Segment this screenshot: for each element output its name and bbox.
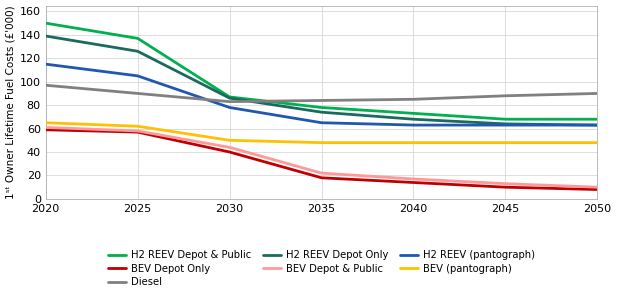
BEV Depot & Public	[502, 182, 509, 185]
H2 REEV Depot & Public	[502, 118, 509, 121]
Diesel	[134, 91, 141, 95]
Line: BEV Depot & Public: BEV Depot & Public	[46, 127, 597, 187]
H2 REEV Depot & Public	[318, 106, 325, 109]
BEV Depot & Public	[134, 129, 141, 133]
BEV (pantograph)	[42, 121, 49, 125]
H2 REEV (pantograph)	[594, 123, 601, 127]
Line: Diesel: Diesel	[46, 85, 597, 102]
H2 REEV Depot & Public	[594, 118, 601, 121]
Diesel	[410, 98, 417, 101]
Diesel	[594, 91, 601, 95]
Legend: H2 REEV Depot & Public, BEV Depot Only, Diesel, H2 REEV Depot Only, BEV Depot & : H2 REEV Depot & Public, BEV Depot Only, …	[104, 246, 539, 291]
BEV Depot & Public	[226, 146, 233, 149]
H2 REEV Depot Only	[502, 122, 509, 126]
H2 REEV Depot Only	[318, 110, 325, 114]
H2 REEV Depot Only	[226, 96, 233, 100]
H2 REEV Depot & Public	[134, 36, 141, 40]
BEV Depot Only	[594, 188, 601, 191]
H2 REEV Depot Only	[134, 50, 141, 53]
H2 REEV Depot Only	[594, 123, 601, 127]
Line: H2 REEV Depot Only: H2 REEV Depot Only	[46, 36, 597, 125]
BEV (pantograph)	[502, 141, 509, 144]
H2 REEV Depot Only	[410, 118, 417, 121]
H2 REEV Depot & Public	[42, 21, 49, 25]
H2 REEV Depot & Public	[226, 95, 233, 99]
BEV Depot Only	[502, 185, 509, 189]
H2 REEV Depot & Public	[410, 111, 417, 115]
H2 REEV (pantograph)	[410, 123, 417, 127]
Y-axis label: 1ˢᵗ Owner Lifetime Fuel Costs (£'000): 1ˢᵗ Owner Lifetime Fuel Costs (£'000)	[6, 6, 15, 199]
BEV (pantograph)	[594, 141, 601, 144]
Line: BEV Depot Only: BEV Depot Only	[46, 130, 597, 189]
H2 REEV (pantograph)	[42, 62, 49, 66]
Diesel	[42, 84, 49, 87]
BEV Depot & Public	[42, 125, 49, 129]
BEV (pantograph)	[226, 139, 233, 142]
BEV Depot Only	[42, 128, 49, 132]
Line: BEV (pantograph): BEV (pantograph)	[46, 123, 597, 143]
H2 REEV (pantograph)	[502, 123, 509, 127]
BEV (pantograph)	[134, 125, 141, 128]
H2 REEV (pantograph)	[318, 121, 325, 125]
H2 REEV Depot Only	[42, 34, 49, 38]
Diesel	[318, 99, 325, 102]
BEV (pantograph)	[410, 141, 417, 144]
BEV (pantograph)	[318, 141, 325, 144]
H2 REEV (pantograph)	[226, 106, 233, 109]
BEV Depot & Public	[594, 185, 601, 189]
BEV Depot Only	[134, 130, 141, 134]
BEV Depot & Public	[410, 177, 417, 181]
Line: H2 REEV Depot & Public: H2 REEV Depot & Public	[46, 23, 597, 119]
BEV Depot Only	[410, 181, 417, 184]
Line: H2 REEV (pantograph): H2 REEV (pantograph)	[46, 64, 597, 125]
BEV Depot Only	[318, 176, 325, 180]
H2 REEV (pantograph)	[134, 74, 141, 78]
BEV Depot Only	[226, 150, 233, 154]
Diesel	[502, 94, 509, 98]
BEV Depot & Public	[318, 171, 325, 175]
Diesel	[226, 100, 233, 103]
